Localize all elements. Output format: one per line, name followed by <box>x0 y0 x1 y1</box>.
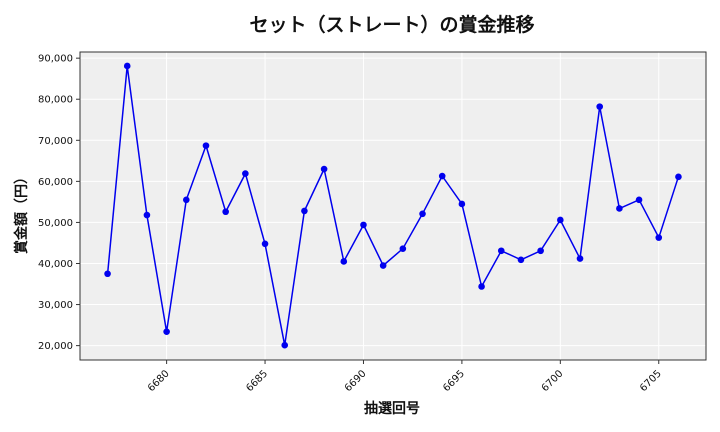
data-point <box>183 196 190 204</box>
grid <box>79 51 707 361</box>
y-axis-label: 賞金額（円） <box>13 170 30 254</box>
x-tick-label: 6685 <box>244 368 270 394</box>
y-tick-label: 30,000 <box>38 300 73 311</box>
data-point <box>576 255 584 262</box>
x-tick-label: 6705 <box>638 368 664 394</box>
data-point <box>438 172 446 180</box>
data-point <box>261 240 269 248</box>
data-point <box>281 341 289 349</box>
x-axis-label: 抽選回号 <box>364 400 420 417</box>
data-point <box>399 245 407 253</box>
data-point <box>222 208 229 216</box>
y-tick-label: 50,000 <box>38 218 73 229</box>
data-point <box>517 256 525 264</box>
data-point <box>557 216 564 224</box>
data-point <box>242 170 249 177</box>
x-tick-label: 6680 <box>146 368 172 394</box>
data-point <box>635 196 643 204</box>
data-point <box>143 211 151 219</box>
data-point <box>123 62 131 70</box>
x-axis-ticks: 6680 6685 6690 6695 6700 6705 <box>146 360 664 394</box>
data-point <box>675 173 682 181</box>
data-point <box>104 270 111 278</box>
data-point <box>340 258 348 265</box>
y-axis-ticks: 20,000 30,000 40,000 50,000 60,000 70,000 80,0… <box>38 54 80 352</box>
x-tick-label: 6700 <box>540 368 566 394</box>
data-point <box>320 165 328 173</box>
y-tick-label: 80,000 <box>38 95 73 106</box>
data-point <box>202 142 210 149</box>
plot-area <box>79 51 707 361</box>
data-point <box>419 210 426 218</box>
x-tick-label: 6695 <box>441 368 467 394</box>
y-tick-label: 90,000 <box>38 54 73 65</box>
series-group <box>104 62 682 349</box>
plot-border <box>79 51 707 361</box>
data-point <box>497 247 505 255</box>
data-point <box>596 103 603 110</box>
data-point <box>616 205 623 212</box>
data-point <box>537 247 544 255</box>
x-tick-label: 6690 <box>343 368 369 394</box>
data-point <box>379 262 387 269</box>
data-point <box>360 221 367 229</box>
data-point <box>458 200 466 208</box>
data-point <box>655 234 663 241</box>
y-tick-label: 70,000 <box>38 136 73 147</box>
y-tick-label: 20,000 <box>38 341 73 352</box>
data-point <box>301 207 308 215</box>
chart-title: セット（ストレート）の賞金推移 <box>249 13 534 36</box>
data-point <box>478 283 485 290</box>
data-point <box>163 328 170 335</box>
series-line <box>106 65 680 346</box>
y-tick-label: 60,000 <box>38 177 73 188</box>
y-tick-label: 40,000 <box>38 259 73 270</box>
